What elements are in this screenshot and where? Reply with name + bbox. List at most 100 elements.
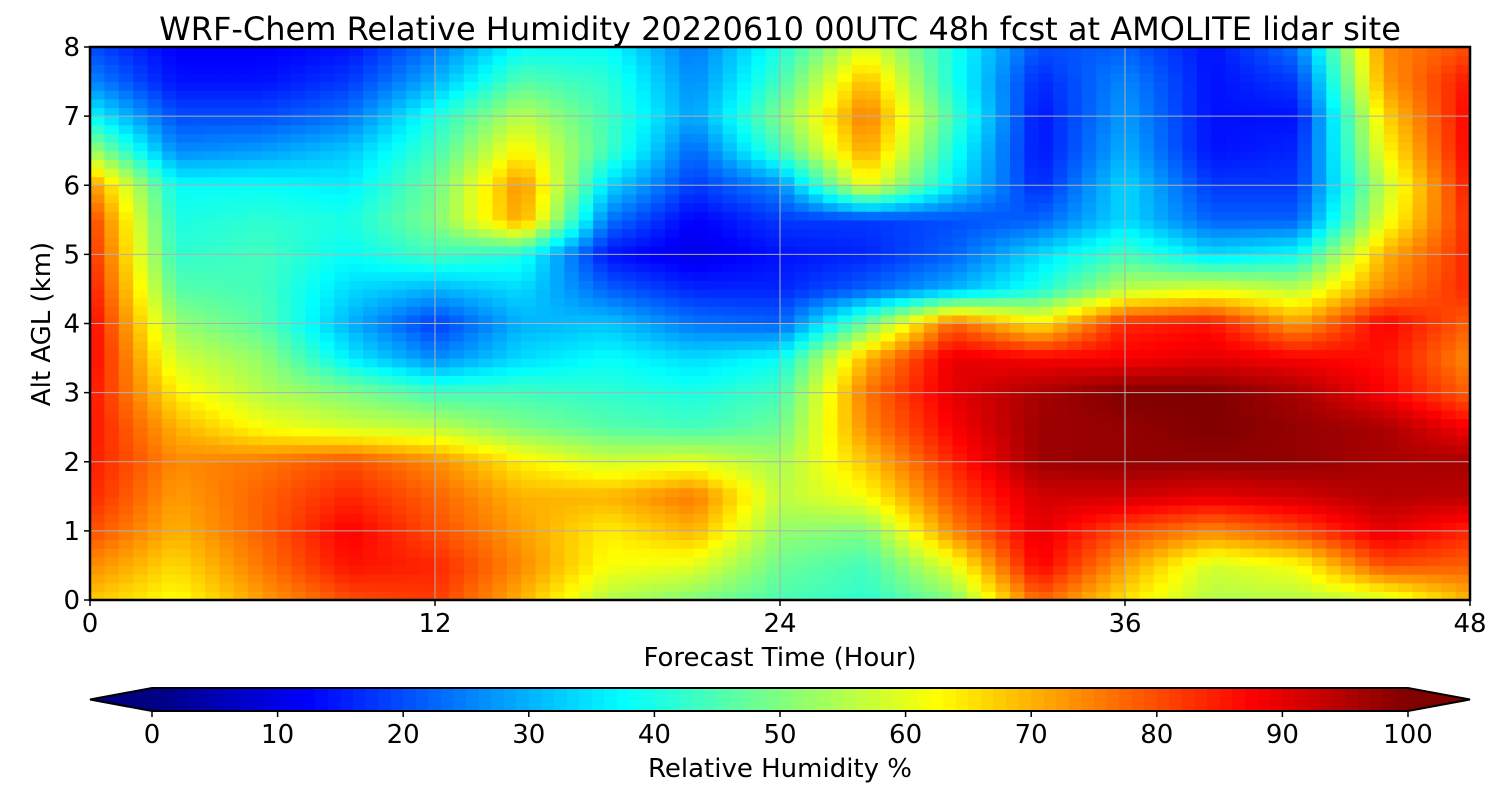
field-cell <box>133 142 149 152</box>
field-cell <box>90 401 105 411</box>
field-cell <box>449 461 465 471</box>
field-cell <box>866 556 882 567</box>
field-cell <box>1053 366 1069 376</box>
field-cell <box>866 401 882 411</box>
field-cell <box>1326 271 1342 281</box>
field-cell <box>363 539 379 549</box>
field-cell <box>506 358 522 368</box>
field-cell <box>1139 280 1155 290</box>
field-cell <box>679 228 695 238</box>
field-cell <box>693 591 709 600</box>
field-cell <box>363 470 379 480</box>
field-cell <box>880 409 896 420</box>
field-cell <box>1024 193 1040 204</box>
field-cell <box>1153 383 1169 394</box>
field-cell <box>363 427 379 437</box>
field-cell <box>693 418 709 428</box>
field-cell <box>435 409 450 420</box>
field-cell <box>736 479 752 489</box>
field-cell <box>363 574 379 584</box>
field-cell <box>1369 202 1385 212</box>
field-cell <box>1010 392 1025 402</box>
field-cell <box>909 185 925 195</box>
field-cell <box>1441 401 1457 411</box>
field-cell <box>693 219 709 230</box>
field-cell <box>1139 487 1155 497</box>
field-cell <box>636 340 652 351</box>
field-cell <box>1283 306 1299 316</box>
field-cell <box>1067 271 1083 281</box>
field-cell <box>1240 159 1255 169</box>
field-cell <box>1240 185 1255 195</box>
field-cell <box>420 202 436 212</box>
field-cell <box>521 219 537 230</box>
field-cell <box>1096 487 1112 497</box>
field-cell <box>966 349 982 359</box>
field-cell <box>262 444 278 454</box>
field-cell <box>348 349 364 359</box>
field-cell <box>478 574 494 584</box>
field-cell <box>722 513 738 523</box>
field-cell <box>320 211 335 221</box>
field-cell <box>938 453 954 463</box>
field-cell <box>550 358 565 368</box>
field-cell <box>90 427 105 437</box>
field-cell <box>909 332 925 342</box>
field-cell <box>463 280 479 290</box>
field-cell <box>1067 479 1083 489</box>
field-cell <box>1225 479 1241 489</box>
field-cell <box>1010 427 1025 437</box>
field-cell <box>966 323 982 333</box>
field-cell <box>1139 202 1155 212</box>
field-cell <box>276 383 292 394</box>
field-cell <box>435 306 450 316</box>
field-cell <box>736 237 752 247</box>
field-cell <box>1268 366 1284 376</box>
field-cell <box>1196 409 1212 420</box>
field-cell <box>722 185 738 195</box>
field-cell <box>1168 418 1184 428</box>
field-cell <box>909 375 925 385</box>
field-cell <box>895 297 910 307</box>
field-cell <box>406 263 422 273</box>
field-cell <box>665 323 680 333</box>
field-cell <box>1053 228 1069 238</box>
field-cell <box>320 375 335 385</box>
field-cell <box>334 418 350 428</box>
field-cell <box>880 340 896 351</box>
field-cell <box>1225 504 1241 515</box>
field-cell <box>1168 323 1184 333</box>
field-cell <box>938 219 954 230</box>
field-cell <box>679 556 695 567</box>
field-cell <box>880 349 896 359</box>
field-cell <box>463 185 479 195</box>
field-cell <box>1311 409 1327 420</box>
field-cell <box>952 574 968 584</box>
field-cell <box>176 306 192 316</box>
field-cell <box>320 574 335 584</box>
field-cell <box>147 228 163 238</box>
field-cell <box>679 271 695 281</box>
field-cell <box>952 530 968 541</box>
field-cell <box>765 306 781 316</box>
field-cell <box>118 211 134 221</box>
field-cell <box>1038 237 1054 247</box>
field-cell <box>938 349 954 359</box>
field-cell <box>219 228 235 238</box>
field-cell <box>1268 461 1284 471</box>
field-cell <box>938 167 954 178</box>
field-cell <box>1426 409 1442 420</box>
field-cell <box>1182 565 1198 575</box>
field-cell <box>190 280 206 290</box>
field-cell <box>118 358 134 368</box>
field-cell <box>650 297 666 307</box>
field-cell <box>90 254 105 264</box>
field-cell <box>823 366 839 376</box>
field-cell <box>118 288 134 299</box>
field-cell <box>492 574 508 584</box>
field-cell <box>938 591 954 600</box>
field-cell <box>334 280 350 290</box>
field-cell <box>1355 582 1370 592</box>
field-cell <box>1426 435 1442 446</box>
field-cell <box>650 306 666 316</box>
